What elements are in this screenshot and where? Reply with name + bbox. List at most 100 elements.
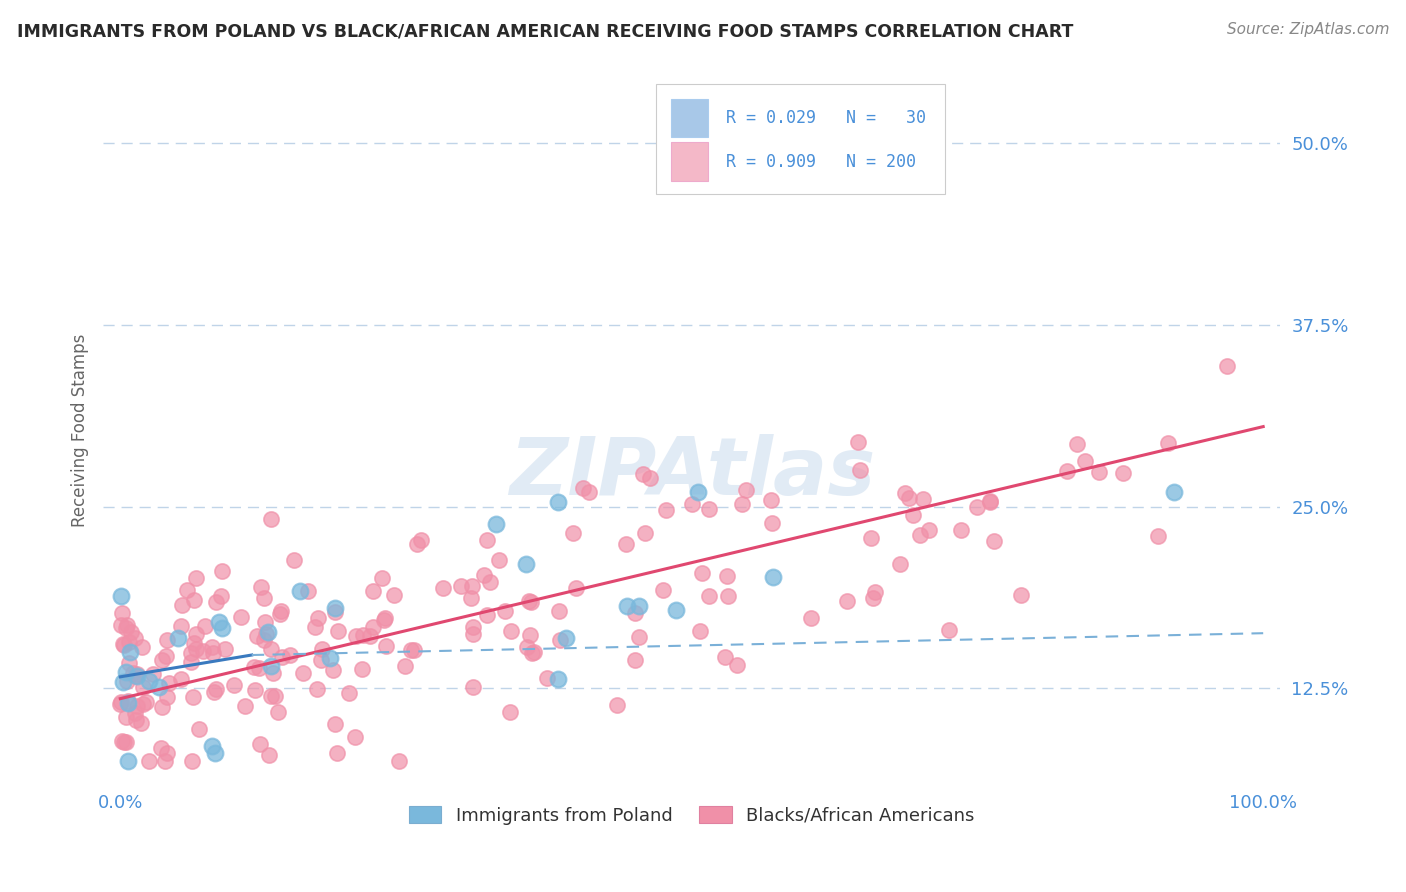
Point bbox=[517, 594, 540, 608]
Point bbox=[1147, 529, 1170, 543]
Point bbox=[382, 588, 405, 602]
Point bbox=[686, 485, 709, 500]
Point bbox=[979, 493, 1001, 508]
Point bbox=[283, 553, 305, 567]
Point bbox=[713, 650, 735, 665]
Point bbox=[402, 643, 425, 657]
Point bbox=[181, 754, 204, 768]
Point bbox=[344, 730, 367, 744]
Point bbox=[115, 710, 138, 724]
Point bbox=[170, 619, 193, 633]
Point bbox=[142, 666, 165, 681]
Point bbox=[204, 746, 226, 760]
Point bbox=[111, 606, 134, 620]
Point bbox=[131, 715, 153, 730]
Point bbox=[181, 690, 204, 705]
Point bbox=[725, 657, 748, 672]
Point bbox=[409, 533, 432, 548]
Point bbox=[155, 690, 177, 704]
FancyBboxPatch shape bbox=[657, 85, 945, 194]
Point bbox=[918, 523, 941, 537]
Point bbox=[169, 672, 191, 686]
Point bbox=[229, 610, 252, 624]
Point bbox=[516, 640, 538, 654]
Point bbox=[359, 629, 381, 643]
Point bbox=[405, 537, 427, 551]
Point bbox=[156, 746, 179, 760]
Point bbox=[191, 644, 214, 658]
Point bbox=[949, 524, 972, 538]
Point bbox=[270, 604, 292, 618]
Point bbox=[253, 615, 276, 630]
Point bbox=[690, 566, 713, 581]
Point bbox=[209, 589, 232, 603]
Point bbox=[323, 717, 346, 731]
Point bbox=[652, 583, 675, 598]
Point bbox=[111, 733, 134, 747]
Point bbox=[494, 604, 516, 618]
Point bbox=[135, 695, 157, 709]
Point bbox=[478, 575, 501, 590]
Point bbox=[983, 533, 1005, 548]
Point bbox=[110, 589, 132, 603]
Point bbox=[138, 674, 160, 689]
Point bbox=[205, 595, 228, 609]
Point bbox=[800, 611, 823, 625]
Point bbox=[150, 653, 173, 667]
Point bbox=[894, 486, 917, 500]
Point bbox=[523, 645, 546, 659]
Point bbox=[112, 734, 135, 748]
Point bbox=[731, 497, 754, 511]
Point bbox=[180, 646, 202, 660]
Point bbox=[374, 610, 396, 624]
Point bbox=[264, 690, 287, 704]
Point bbox=[188, 722, 211, 736]
Point bbox=[125, 713, 148, 727]
Point bbox=[259, 658, 281, 673]
Point bbox=[394, 658, 416, 673]
Point bbox=[323, 605, 346, 619]
Point bbox=[172, 598, 194, 612]
Point bbox=[519, 628, 541, 642]
Point bbox=[124, 706, 146, 720]
Point bbox=[278, 648, 301, 663]
Point bbox=[211, 621, 233, 635]
Point bbox=[309, 653, 332, 667]
Y-axis label: Receiving Food Stamps: Receiving Food Stamps bbox=[72, 334, 89, 527]
Point bbox=[201, 739, 224, 754]
Point bbox=[325, 746, 347, 760]
Point bbox=[548, 633, 571, 648]
Point bbox=[655, 502, 678, 516]
Point bbox=[311, 642, 333, 657]
Bar bbox=[671, 99, 709, 137]
Point bbox=[1074, 454, 1097, 468]
Point bbox=[253, 633, 276, 648]
Point bbox=[262, 665, 284, 680]
Point bbox=[260, 642, 283, 657]
Point bbox=[208, 615, 231, 630]
Point bbox=[120, 625, 142, 640]
Point bbox=[214, 641, 236, 656]
Point bbox=[111, 636, 134, 650]
Point bbox=[399, 642, 422, 657]
Point bbox=[319, 651, 342, 665]
Point bbox=[1056, 465, 1078, 479]
Point bbox=[211, 564, 233, 578]
Point bbox=[202, 685, 225, 699]
Point bbox=[257, 748, 280, 763]
Point bbox=[259, 689, 281, 703]
Point bbox=[689, 624, 711, 638]
Point bbox=[125, 669, 148, 683]
Point bbox=[125, 699, 148, 714]
Point bbox=[624, 653, 647, 667]
Point bbox=[115, 735, 138, 749]
Point bbox=[117, 754, 139, 768]
Point bbox=[488, 553, 510, 567]
Point bbox=[337, 686, 360, 700]
Text: Source: ZipAtlas.com: Source: ZipAtlas.com bbox=[1226, 22, 1389, 37]
Point bbox=[761, 570, 783, 584]
Point bbox=[1215, 359, 1237, 373]
Point bbox=[205, 682, 228, 697]
Point bbox=[155, 633, 177, 648]
Point bbox=[631, 467, 654, 481]
